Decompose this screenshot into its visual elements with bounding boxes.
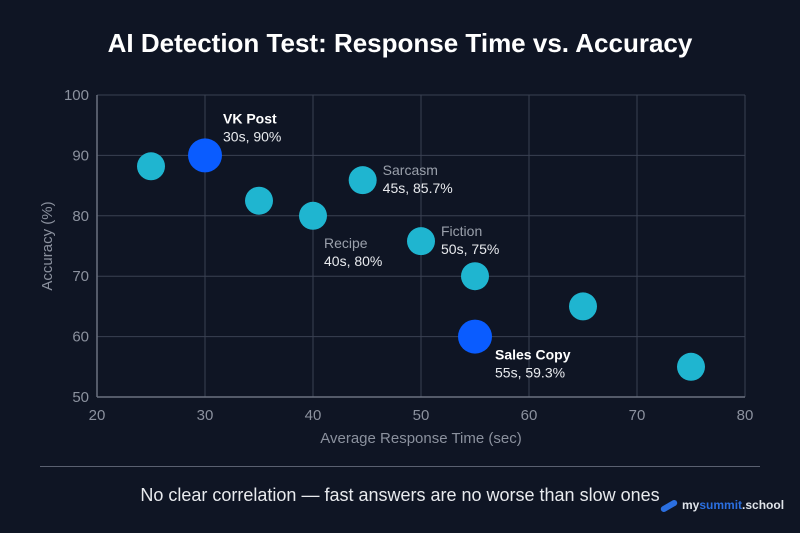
x-tick-label: 60 [521,407,538,424]
x-axis-label: Average Response Time (sec) [320,430,521,447]
y-axis-label: Accuracy (%) [39,201,56,290]
x-tick-label: 30 [197,407,214,424]
point-label: VK Post [223,110,277,126]
point-label: Sarcasm [383,162,438,178]
y-tick-label: 50 [72,389,89,406]
data-point [137,152,165,181]
point-value-label: 55s, 59.3% [495,365,565,381]
point-label: Sales Copy [495,347,571,363]
data-point [245,186,273,215]
x-tick-label: 80 [737,407,754,424]
point-value-label: 50s, 75% [441,241,499,257]
y-tick-label: 70 [72,268,89,285]
logo-icon [659,498,679,513]
data-point [458,319,492,354]
data-point [348,166,377,195]
y-tick-label: 80 [72,208,89,225]
data-point [188,138,222,173]
point-label: Fiction [441,223,482,239]
point-value-label: 45s, 85.7% [383,180,453,196]
point-value-label: 30s, 90% [223,128,281,144]
footer-note: No clear correlation — fast answers are … [140,485,660,505]
divider [40,466,760,467]
x-tick-label: 50 [413,407,430,424]
x-tick-label: 20 [89,407,106,424]
data-point [677,352,705,381]
x-tick-label: 40 [305,407,322,424]
data-point [461,262,489,291]
y-tick-label: 90 [72,147,89,164]
y-tick-label: 60 [72,329,89,346]
logo-prefix: my [682,498,700,512]
chart-title: AI Detection Test: Response Time vs. Acc… [107,28,693,58]
data-point [299,201,327,230]
logo-accent: summit [699,498,743,512]
point-label: Recipe [324,235,368,251]
brand-logo: mysummit.school [659,498,785,513]
point-value-label: 40s, 80% [324,253,382,269]
x-tick-label: 70 [629,407,646,424]
logo-suffix: .school [742,498,785,512]
data-point [569,292,597,321]
data-point [407,227,435,256]
y-tick-label: 100 [64,87,89,104]
